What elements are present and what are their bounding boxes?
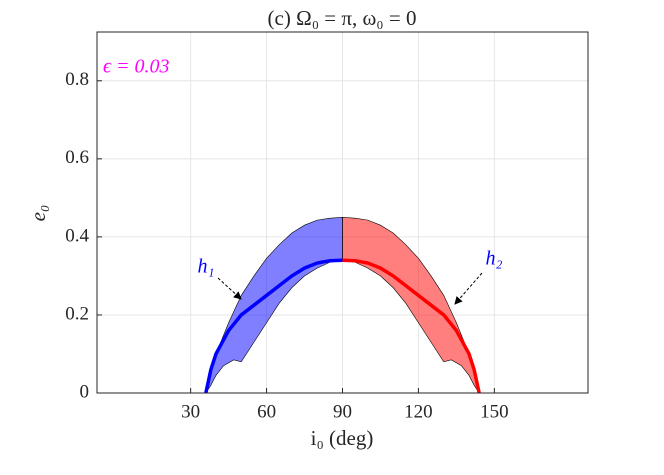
arrow (454, 272, 483, 305)
x-tick-label: 60 (257, 401, 276, 422)
y-tick-label: 0 (80, 381, 90, 402)
y-tick-label: 0.8 (65, 69, 89, 90)
annotation: h₁ (198, 256, 215, 278)
annotation: ϵ = 0.03 (103, 56, 170, 78)
y-tick-label: 0.6 (65, 147, 89, 168)
y-axis-label: e₀ (26, 205, 50, 222)
y-tick-label: 0.4 (65, 225, 89, 246)
chart-title: (c) Ω₀ = π, ω₀ = 0 (268, 6, 417, 30)
line (204, 258, 343, 394)
x-tick-label: 120 (404, 401, 433, 422)
x-tick-label: 30 (181, 401, 200, 422)
y-tick-label: 0.2 (65, 303, 89, 324)
x-axis-label: i₀ (deg) (311, 426, 374, 450)
x-tick-label: 150 (480, 401, 509, 422)
annotation: h₂ (486, 248, 503, 270)
line (342, 258, 481, 394)
x-tick-label: 90 (333, 401, 352, 422)
arrow (217, 277, 242, 300)
plot-frame (96, 31, 589, 394)
